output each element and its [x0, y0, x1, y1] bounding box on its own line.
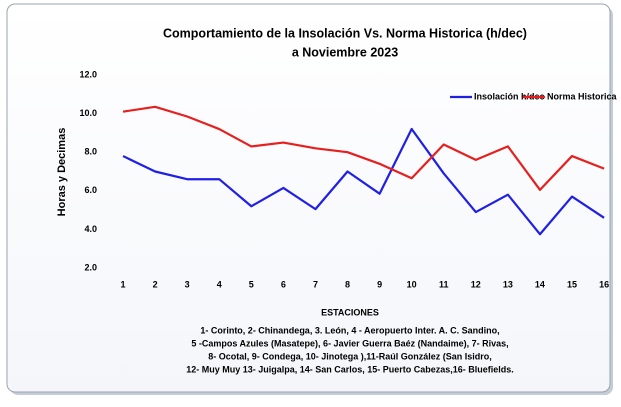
x-tick-label: 13 [503, 279, 513, 289]
y-tick-label: 4.0 [84, 224, 97, 234]
x-tick-label: 15 [567, 279, 577, 289]
y-tick-label: 6.0 [84, 185, 97, 195]
x-tick-label: 9 [377, 279, 382, 289]
x-tick-label: 2 [153, 279, 158, 289]
series-line [122, 127, 605, 236]
x-tick-label: 7 [313, 279, 318, 289]
x-axis-label: ESTACIONES [321, 307, 379, 317]
chart-title: Comportamiento de la Insolación Vs. Norm… [163, 26, 527, 40]
chart-subtitle: a Noviembre 2023 [292, 45, 398, 59]
note-line: 5 -Campos Azules (Masatepe), 6- Javier G… [191, 338, 508, 348]
note-line: 12- Muy Muy 13- Juigalpa, 14- San Carlos… [186, 364, 514, 374]
x-tick-label: 1 [121, 279, 126, 289]
y-tick-label: 2.0 [84, 262, 97, 272]
x-tick-label: 5 [249, 279, 254, 289]
card [6, 3, 611, 393]
x-tick-label: 12 [471, 279, 481, 289]
x-tick-label: 4 [217, 279, 222, 289]
note-line: 1- Corinto, 2- Chinandega, 3. León, 4 - … [200, 325, 499, 335]
x-tick-label: 8 [345, 279, 350, 289]
x-tick-label: 10 [407, 279, 417, 289]
x-tick-label: 11 [439, 279, 449, 289]
y-tick-label: 8.0 [84, 147, 97, 157]
note-line: 8- Ocotal, 9- Condega, 10- Jinotega ),11… [208, 351, 492, 361]
legend-label: Norma Historica [547, 91, 618, 101]
y-axis-label: Horas y Decimas [56, 128, 68, 217]
series-line [122, 105, 605, 191]
legend-label: Insolación h/dec [474, 91, 545, 101]
x-tick-label: 6 [281, 279, 286, 289]
x-tick-label: 3 [185, 279, 190, 289]
y-tick-label: 10.0 [79, 108, 97, 118]
note: 1- Corinto, 2- Chinandega, 3. León, 4 - … [186, 325, 514, 374]
x-tick-label: 14 [535, 279, 545, 289]
y-tick-label: 12.0 [79, 69, 97, 79]
x-tick-label: 16 [599, 279, 609, 289]
